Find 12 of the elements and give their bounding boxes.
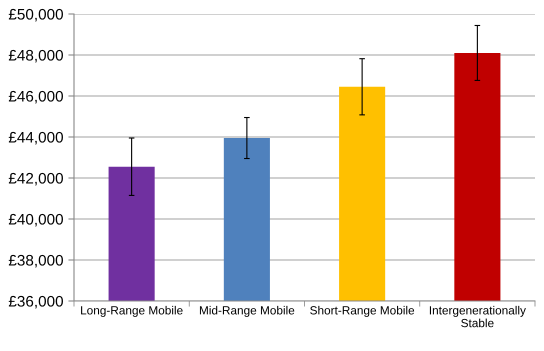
y-tick-label: £40,000 — [8, 214, 63, 226]
y-tick-label: £38,000 — [8, 254, 63, 268]
x-tick-label: Intergenerationally Stable — [430, 306, 526, 328]
y-tick-label: £50,000 — [8, 8, 63, 22]
y-tick-label: £44,000 — [8, 132, 63, 144]
y-tick-label: £42,000 — [8, 172, 63, 186]
x-tick-label: Mid-Range Mobile — [200, 306, 294, 317]
y-tick-label: £46,000 — [8, 90, 63, 104]
x-tick-label: Long-Range Mobile — [81, 306, 183, 317]
y-tick-label: £48,000 — [8, 50, 63, 62]
x-tick-label: Short-Range Mobile — [310, 306, 414, 317]
y-tick-label: £36,000 — [8, 296, 63, 308]
